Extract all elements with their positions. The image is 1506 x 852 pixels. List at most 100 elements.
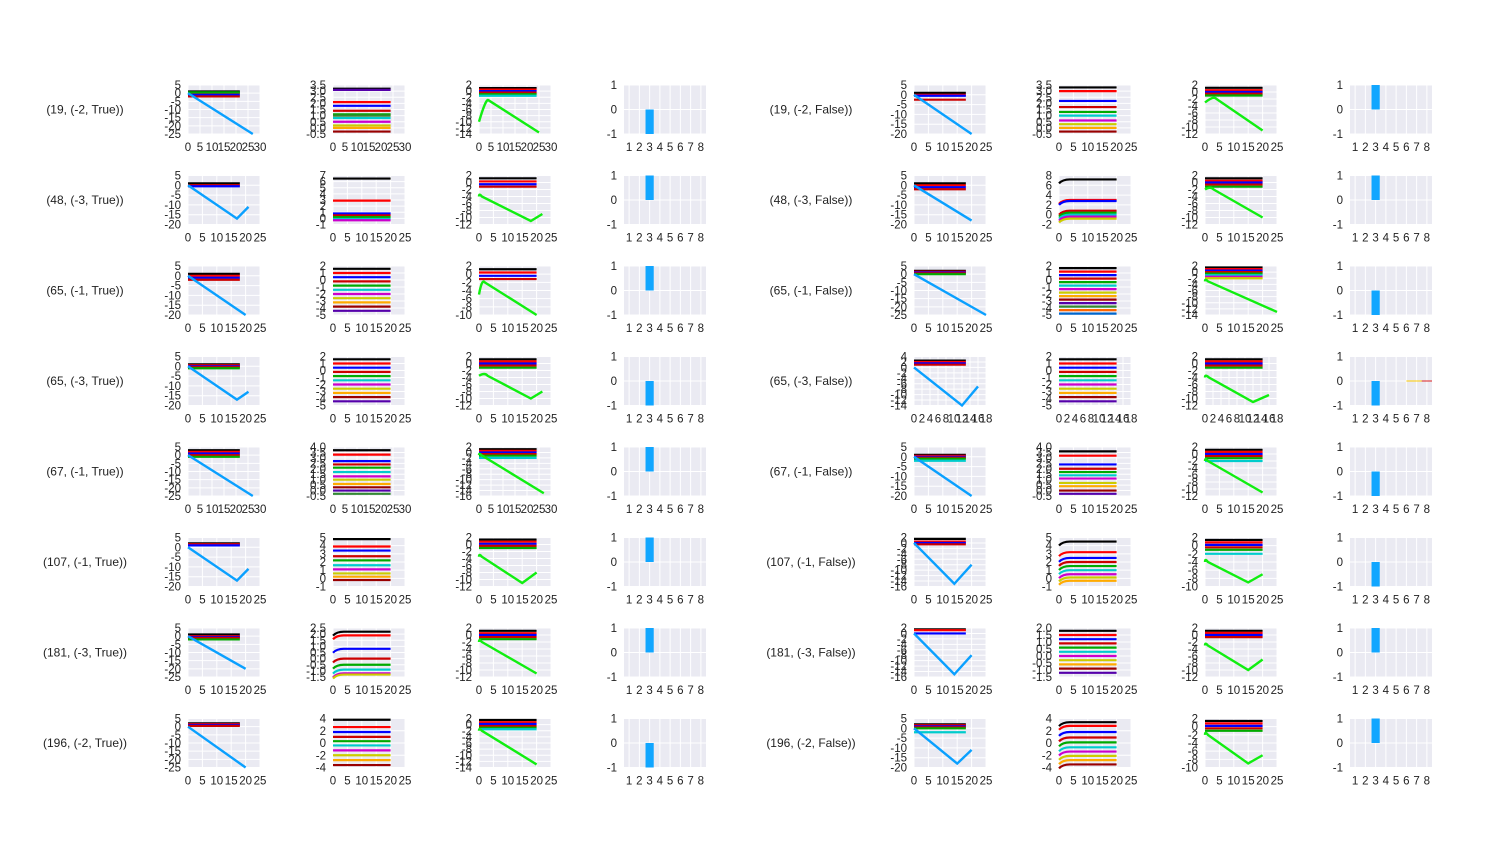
x-tick-label: 15 bbox=[225, 685, 238, 697]
y-tick-label: -6 bbox=[1188, 746, 1198, 758]
x-tick-label: 0 bbox=[1056, 233, 1062, 245]
x-tick-label: 25 bbox=[1125, 504, 1138, 516]
y-tick-label: 2.0 bbox=[1036, 623, 1052, 635]
y-tick-label: -8 bbox=[897, 384, 907, 396]
green-series-line bbox=[1203, 458, 1264, 494]
y-tick-label: -5 bbox=[171, 639, 181, 651]
bar bbox=[645, 628, 654, 653]
x-tick-label: 3 bbox=[1372, 685, 1378, 697]
y-tick-label: -8 bbox=[462, 469, 472, 481]
x-tick-label: 20 bbox=[384, 233, 397, 245]
y-tick-label: -0.5 bbox=[1032, 491, 1052, 503]
series-line bbox=[1058, 736, 1117, 743]
x-tick-label: 20 bbox=[1256, 233, 1269, 245]
row-0-2: (65, (-1, True))0 5 10 15 20 2550-5-10-15-200… bbox=[46, 261, 706, 335]
y-tick-label: -4 bbox=[897, 373, 908, 385]
x-tick-label: 25 bbox=[1271, 323, 1284, 335]
y-tick-label: 0 bbox=[1192, 359, 1198, 371]
y-tick-label: -10 bbox=[890, 286, 907, 298]
x-tick-label: 15 bbox=[1096, 595, 1109, 607]
x-tick-label: 2 bbox=[1362, 233, 1368, 245]
x-tick-label: 4 bbox=[1383, 776, 1390, 788]
y-tick-label: -8 bbox=[1188, 477, 1198, 489]
y-tick-label: -4 bbox=[462, 98, 473, 110]
x-tick-label: 8 bbox=[698, 142, 704, 154]
y-tick-label: -12 bbox=[455, 480, 472, 492]
x-tick-label: 12 bbox=[956, 414, 969, 426]
y-tick-label: 1 bbox=[1337, 623, 1343, 635]
y-tick-label: -25 bbox=[164, 129, 181, 141]
y-tick-label: -6 bbox=[462, 105, 472, 117]
y-tick-label: -1 bbox=[607, 401, 617, 413]
x-tick-label: 0 bbox=[185, 776, 191, 788]
x-tick-label: 25 bbox=[545, 323, 558, 335]
row-label: (196, (-2, False)) bbox=[766, 736, 855, 750]
y-tick-label: 1 bbox=[320, 565, 326, 577]
x-tick-label: 10 bbox=[501, 233, 514, 245]
y-tick-label: 1 bbox=[1337, 714, 1343, 726]
x-tick-label: 3 bbox=[646, 776, 652, 788]
bar bbox=[1371, 85, 1380, 110]
y-tick-label: 0 bbox=[1192, 178, 1198, 190]
series-line bbox=[332, 673, 391, 680]
y-tick-label: -6 bbox=[462, 561, 472, 573]
x-tick-label: 15 bbox=[370, 776, 383, 788]
x-tick-label: 5 bbox=[344, 685, 350, 697]
x-tick-label: 0 bbox=[185, 414, 191, 426]
y-tick-label: -2 bbox=[1188, 637, 1198, 649]
y-tick-label: 0 bbox=[611, 648, 617, 660]
x-tick-label: 3 bbox=[1372, 504, 1378, 516]
descending-series-line bbox=[913, 93, 973, 135]
x-tick-label: 25 bbox=[242, 142, 255, 154]
y-tick-label: 0 bbox=[901, 538, 907, 550]
x-tick-label: 5 bbox=[667, 595, 673, 607]
x-tick-label: 0 bbox=[185, 504, 191, 516]
x-tick-label: 10 bbox=[936, 504, 949, 516]
x-tick-label: 0 bbox=[1202, 414, 1208, 426]
y-tick-label: 1 bbox=[1046, 565, 1052, 577]
x-tick-label: 14 bbox=[1109, 414, 1122, 426]
x-tick-label: 0 bbox=[911, 414, 917, 426]
green-series-line bbox=[477, 193, 543, 223]
x-tick-label: 0 bbox=[1202, 504, 1208, 516]
y-tick-label: -0.5 bbox=[306, 660, 326, 672]
x-tick-label: 15 bbox=[370, 323, 383, 335]
y-tick-label: -2 bbox=[1188, 456, 1198, 468]
x-tick-label: 0 bbox=[185, 685, 191, 697]
x-tick-label: 15 bbox=[1096, 685, 1109, 697]
y-tick-label: -6 bbox=[462, 380, 472, 392]
y-tick-label: 0 bbox=[175, 450, 181, 462]
y-tick-label: 0 bbox=[1337, 105, 1343, 117]
series-line bbox=[1058, 741, 1117, 748]
y-tick-label: -15 bbox=[164, 113, 181, 125]
y-tick-label: -12 bbox=[890, 395, 907, 407]
y-tick-label: -4 bbox=[1188, 192, 1199, 204]
descending-series-line bbox=[913, 366, 979, 408]
x-tick-label: 25 bbox=[1271, 685, 1284, 697]
y-tick-label: 2 bbox=[466, 171, 472, 183]
x-tick-label: 10 bbox=[936, 595, 949, 607]
y-tick-label: 0 bbox=[466, 630, 472, 642]
y-tick-label: 0.0 bbox=[310, 486, 326, 498]
y-tick-label: -8 bbox=[1188, 754, 1198, 766]
y-tick-label: -1 bbox=[316, 373, 326, 385]
y-tick-label: -12 bbox=[890, 571, 907, 583]
y-tick-label: -4 bbox=[462, 732, 473, 744]
x-tick-label: 0 bbox=[1056, 776, 1062, 788]
x-tick-label: 5 bbox=[342, 142, 348, 154]
y-tick-label: 2 bbox=[1046, 261, 1052, 273]
x-tick-label: 0 bbox=[476, 233, 482, 245]
y-tick-label: 0 bbox=[901, 628, 907, 640]
x-tick-label: 2 bbox=[1362, 142, 1368, 154]
descending-series-line bbox=[187, 184, 250, 221]
y-tick-label: -1 bbox=[1042, 282, 1052, 294]
x-tick-label: 5 bbox=[1393, 233, 1399, 245]
x-tick-label: 5 bbox=[1070, 142, 1076, 154]
y-tick-label: -20 bbox=[164, 483, 181, 495]
x-tick-label: 8 bbox=[1424, 595, 1430, 607]
